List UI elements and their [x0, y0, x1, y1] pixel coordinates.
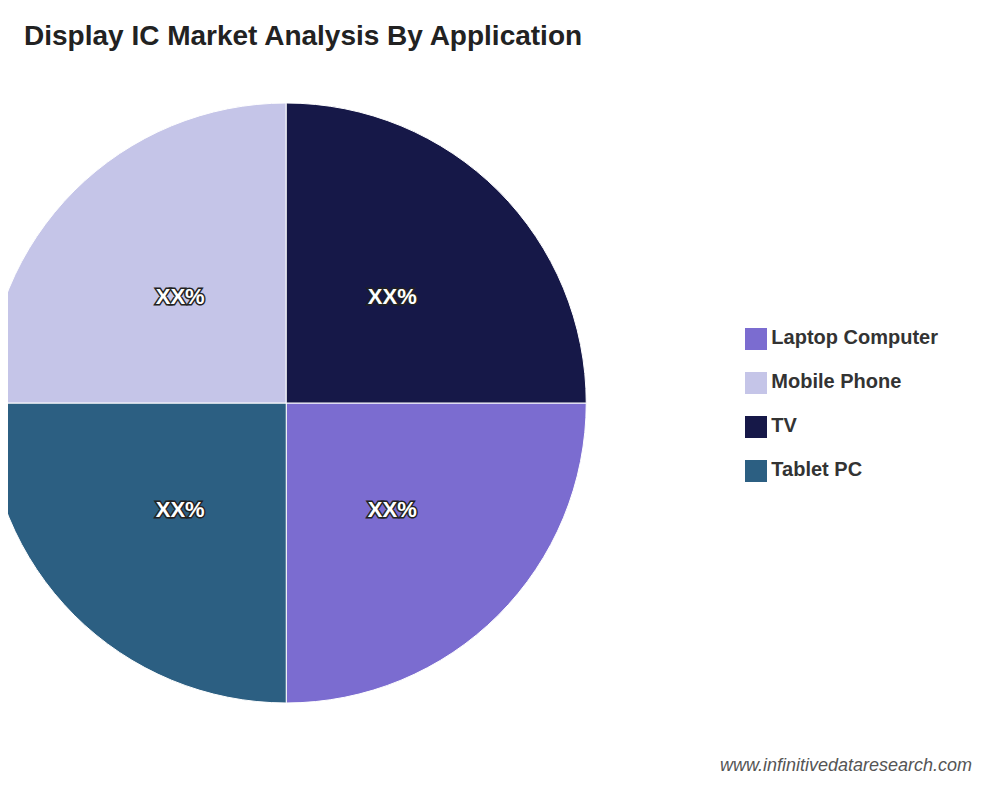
svg-text:XX%: XX% [368, 497, 417, 522]
html-text:www.infinitivedataresearch.com: www.infinitivedataresearch.com [719, 755, 972, 775]
html-text:Tablet PC: Tablet PC [771, 458, 863, 480]
svg-text:XX%: XX% [368, 284, 417, 309]
svg-text:XX%: XX% [156, 497, 205, 522]
html-text:Laptop Computer: Laptop Computer [771, 326, 938, 348]
html-text:Display IC Market Analysis By: Display IC Market Analysis By Applicatio… [24, 20, 583, 51]
html-text:TV: TV [771, 414, 797, 436]
html-text:Mobile Phone: Mobile Phone [771, 370, 902, 392]
svg-text:XX%: XX% [156, 284, 205, 309]
